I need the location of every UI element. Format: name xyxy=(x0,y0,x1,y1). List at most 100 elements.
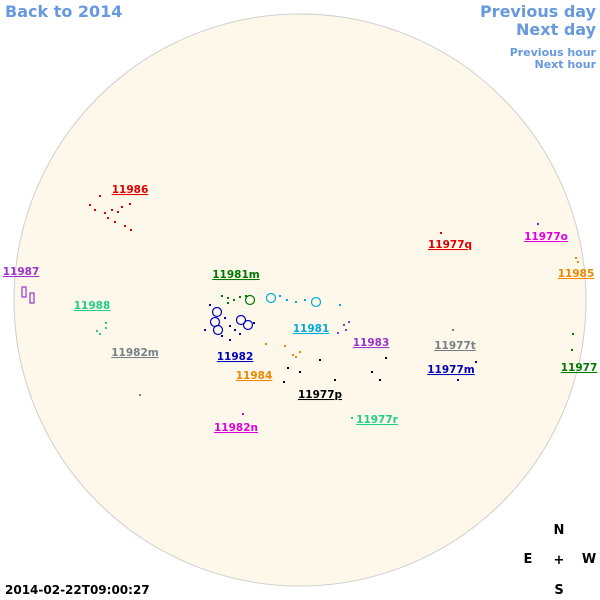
sunspot xyxy=(105,322,107,324)
region-label[interactable]: 11986 xyxy=(112,184,149,196)
sunspot xyxy=(29,292,35,304)
sunspot xyxy=(337,332,339,334)
sunspot xyxy=(130,229,132,231)
sunspot xyxy=(299,371,301,373)
sunspot xyxy=(452,329,454,331)
compass-south: S xyxy=(554,583,563,598)
sunspot xyxy=(139,394,141,396)
sunspot xyxy=(94,209,96,211)
sunspot xyxy=(572,333,574,335)
sunspot xyxy=(235,314,247,326)
sunspot xyxy=(339,304,341,306)
compass-east: E xyxy=(524,552,533,567)
sunspot xyxy=(379,379,381,381)
previous-day-link[interactable]: Previous day xyxy=(480,2,597,21)
compass-center: + xyxy=(554,553,565,568)
sunspot xyxy=(279,295,281,297)
sunspot xyxy=(283,381,285,383)
sunspot xyxy=(242,319,254,331)
sunspot xyxy=(124,225,126,227)
region-label[interactable]: 11988 xyxy=(74,300,111,312)
sunspot xyxy=(345,329,347,331)
sunspot xyxy=(304,299,306,301)
sunspot xyxy=(99,195,101,197)
sunspot xyxy=(319,359,321,361)
sunspot xyxy=(287,367,289,369)
sunspot xyxy=(292,354,294,356)
region-label[interactable]: 11984 xyxy=(236,370,273,382)
sunspot xyxy=(21,286,27,298)
sunspot xyxy=(239,296,241,298)
sunspot xyxy=(310,296,322,308)
sunspot xyxy=(440,232,442,234)
sunspot xyxy=(537,223,539,225)
sunspot xyxy=(295,301,297,303)
sunspot xyxy=(457,379,459,381)
sunspot xyxy=(111,209,113,211)
sunspot xyxy=(227,297,229,299)
sunspot xyxy=(121,206,123,208)
sunspot xyxy=(371,371,373,373)
region-label[interactable]: 11977m xyxy=(427,364,475,376)
sunspot xyxy=(234,329,236,331)
sunspot xyxy=(99,333,101,335)
previous-hour-link[interactable]: Previous hour xyxy=(510,46,597,59)
region-label[interactable]: 11977r xyxy=(356,414,399,426)
region-label[interactable]: 11977o xyxy=(524,231,568,243)
sunspot xyxy=(343,324,345,326)
sunspot xyxy=(224,317,226,319)
sunspot xyxy=(107,217,109,219)
sunspot xyxy=(242,413,244,415)
sunspot xyxy=(212,324,224,336)
sunspot xyxy=(239,333,241,335)
region-label[interactable]: 11977p xyxy=(298,389,343,401)
sunspot xyxy=(286,299,288,301)
region-label[interactable]: 11982n xyxy=(214,422,258,434)
sunspot xyxy=(104,212,106,214)
sunspot xyxy=(253,322,255,324)
sunspot xyxy=(265,343,267,345)
sunspot xyxy=(221,335,223,337)
sunspot xyxy=(114,221,116,223)
region-label[interactable]: 11982m xyxy=(111,347,159,359)
region-label[interactable]: 11977t xyxy=(434,340,476,352)
sunspot xyxy=(221,295,223,297)
sunspot xyxy=(96,330,98,332)
sunspot xyxy=(295,356,297,358)
solar-disc xyxy=(13,13,587,587)
sunspot xyxy=(265,292,277,304)
region-label[interactable]: 11983 xyxy=(353,337,390,349)
region-label[interactable]: 11987 xyxy=(3,266,40,278)
region-label[interactable]: 11981 xyxy=(293,323,330,335)
region-label[interactable]: 11985 xyxy=(558,268,595,280)
region-label[interactable]: 11981m xyxy=(212,269,260,281)
sunspot xyxy=(284,345,286,347)
region-label[interactable]: 11977 xyxy=(561,362,598,374)
sunspot xyxy=(229,325,231,327)
sunspot xyxy=(105,327,107,329)
sunspot xyxy=(89,204,91,206)
sunspot xyxy=(211,306,223,318)
sunspot xyxy=(129,203,131,205)
sunspot xyxy=(577,261,579,263)
compass-west: W xyxy=(582,552,596,567)
sunspot xyxy=(299,351,301,353)
sunspot xyxy=(229,339,231,341)
region-label[interactable]: 11982 xyxy=(217,351,254,363)
sunspot xyxy=(334,379,336,381)
sunspot xyxy=(233,299,235,301)
sunspot xyxy=(117,211,119,213)
sunspot xyxy=(244,294,256,306)
region-label[interactable]: 11977q xyxy=(428,239,472,251)
sunspot xyxy=(571,349,573,351)
sunspot xyxy=(245,295,247,297)
sunspot xyxy=(475,361,477,363)
sunspot xyxy=(385,357,387,359)
next-hour-link[interactable]: Next hour xyxy=(535,58,597,71)
back-link[interactable]: Back to 2014 xyxy=(5,2,122,21)
sunspot xyxy=(575,257,577,259)
timestamp: 2014-02-22T09:00:27 xyxy=(5,583,150,597)
sunspot xyxy=(227,302,229,304)
next-day-link[interactable]: Next day xyxy=(516,20,597,39)
